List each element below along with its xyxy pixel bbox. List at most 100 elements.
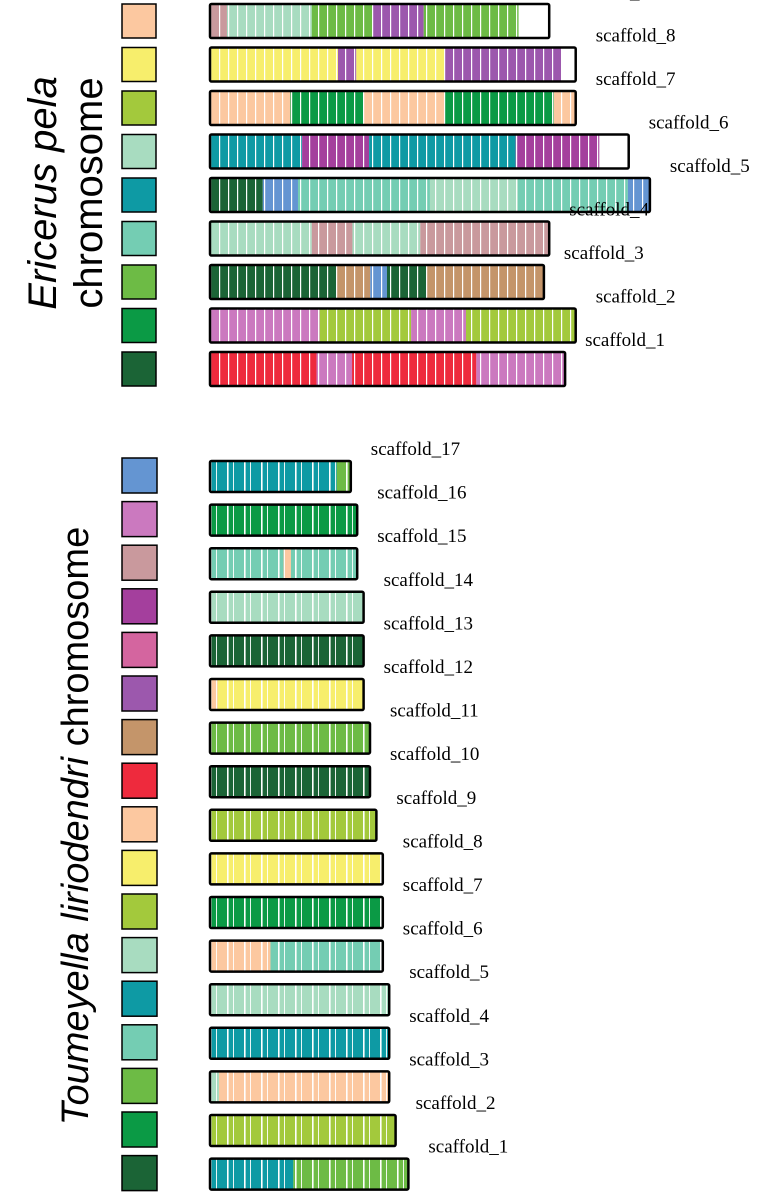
toumeyella-swatch-c15 [121, 544, 158, 581]
toumeyella-scaffold-9-bar [208, 808, 378, 843]
toumeyella-scaffold-12-outline [208, 677, 365, 712]
toumeyella-scaffold-12-label: scaffold_12 [384, 657, 473, 678]
ericerus-swatch-c2 [121, 307, 157, 344]
toumeyella-title-species: Toumeyella liriodendri [55, 755, 97, 1125]
toumeyella-scaffold-14-outline [208, 590, 365, 625]
ericerus-swatch-c5 [121, 177, 157, 213]
toumeyella-scaffold-5-bar [208, 982, 391, 1017]
toumeyella-swatch-c13 [121, 631, 158, 669]
toumeyella-scaffold-16-outline [208, 503, 359, 537]
toumeyella-scaffold-10-bar [208, 764, 372, 799]
ericerus-scaffold-7-bar [208, 89, 577, 127]
ericerus-scaffold-2-gaps [210, 308, 576, 343]
toumeyella-scaffold-15-label: scaffold_15 [377, 526, 466, 547]
ericerus-scaffold-4-bar [208, 220, 551, 257]
toumeyella-scaffold-16-gaps [210, 504, 358, 536]
toumeyella-color-legend [121, 457, 158, 1192]
toumeyella-scaffold-13-bar [208, 634, 365, 668]
ericerus-title-suffix: chromosome [67, 77, 111, 308]
ericerus-scaffold-3-label: scaffold_3 [564, 243, 644, 264]
toumeyella-scaffold-4-bar [208, 1026, 391, 1061]
toumeyella-scaffold-1-outline [208, 1157, 410, 1191]
toumeyella-scaffold-2-outline [208, 1113, 397, 1148]
toumeyella-scaffold-2-bar [208, 1113, 397, 1148]
ericerus-scaffold-1-outline [208, 350, 567, 388]
ericerus-scaffold-5-outline [208, 176, 652, 214]
ericerus-scaffold-8-bar [208, 46, 577, 83]
toumeyella-scaffold-4-gaps [210, 1027, 390, 1059]
toumeyella-swatch-c5 [121, 980, 158, 1017]
toumeyella-scaffold-14-gaps [210, 591, 364, 623]
ericerus-scaffold-2-label: scaffold_2 [596, 287, 676, 308]
toumeyella-scaffold-2-label: scaffold_2 [416, 1093, 496, 1114]
toumeyella-title: Toumeyella liriodendri chromosome [55, 527, 97, 1125]
ericerus-scaffold-8-gaps [210, 47, 576, 82]
toumeyella-scaffold-11-gaps [210, 722, 370, 754]
toumeyella-scaffold-14-label: scaffold_14 [384, 570, 474, 591]
toumeyella-swatch-c14 [121, 588, 158, 625]
ericerus-color-legend [121, 3, 157, 387]
toumeyella-scaffold-13-outline [208, 634, 365, 668]
toumeyella-scaffold-7-outline [208, 895, 385, 930]
toumeyella-swatch-c17 [121, 457, 158, 494]
toumeyella-scaffold-17-gaps [210, 461, 351, 492]
toumeyella-title-suffix: chromosome [55, 527, 97, 757]
ericerus-scaffold-9-bar [208, 2, 551, 40]
ericerus-scaffold-1-bar [208, 350, 567, 388]
ericerus-scaffold-3-gaps [210, 265, 544, 299]
ericerus-scaffold-3-bar [208, 263, 546, 301]
toumeyella-scaffold-1-gaps [210, 1158, 409, 1190]
ericerus-scaffold-6-bar [208, 133, 630, 170]
ericerus-scaffold-3-outline [208, 263, 546, 301]
toumeyella-scaffold-11-label: scaffold_11 [390, 701, 479, 722]
toumeyella-scaffold-9-outline [208, 808, 378, 843]
toumeyella-scaffold-11-bar [208, 721, 372, 755]
toumeyella-scaffold-4-outline [208, 1026, 391, 1061]
toumeyella-scaffold-3-bar [208, 1070, 391, 1104]
toumeyella-swatch-c9 [121, 806, 158, 843]
ericerus-swatch-c6 [121, 133, 157, 170]
toumeyella-scaffold-1-bar [208, 1157, 410, 1191]
toumeyella-scaffold-6-bar [208, 939, 385, 973]
toumeyella-scaffold-16-label: scaffold_16 [377, 483, 466, 504]
ericerus-scaffold-8-label: scaffold_8 [596, 26, 676, 47]
toumeyella-scaffold-17-outline [208, 459, 353, 494]
toumeyella-swatch-c2 [121, 1111, 158, 1148]
ericerus-scaffold-5-label: scaffold_5 [670, 156, 750, 177]
toumeyella-scaffold-5-label: scaffold_5 [409, 962, 489, 983]
toumeyella-swatch-c12 [121, 675, 158, 712]
ericerus-chromosomes: scaffold_9 scaffold_8 scaffold_7 scaffold_6… [208, 0, 750, 388]
toumeyella-scaffold-15-bar [208, 546, 359, 581]
toumeyella-scaffold-9-gaps [210, 809, 377, 841]
toumeyella-scaffold-6-label: scaffold_6 [403, 919, 483, 940]
toumeyella-scaffold-15-gaps [210, 548, 358, 580]
ericerus-scaffold-6-outline [208, 133, 630, 170]
toumeyella-swatch-c8 [121, 849, 158, 887]
toumeyella-swatch-c1 [121, 1154, 158, 1192]
toumeyella-scaffold-13-gaps [210, 635, 364, 667]
ericerus-swatch-c1 [121, 351, 157, 387]
ericerus-scaffold-9-label: scaffold_9 [569, 0, 649, 3]
ericerus-scaffold-5-gaps [210, 178, 650, 212]
toumeyella-swatch-c6 [121, 936, 158, 974]
toumeyella-scaffold-8-outline [208, 852, 385, 886]
ericerus-scaffold-7-label: scaffold_7 [596, 69, 676, 90]
toumeyella-swatch-c11 [121, 718, 158, 756]
toumeyella-scaffold-17-bar [208, 459, 353, 494]
ericerus-scaffold-2-bar [208, 307, 577, 344]
ericerus-title: Ericerus pela [21, 76, 65, 309]
ericerus-swatch-c7 [121, 90, 157, 126]
toumeyella-chromosomes: scaffold_17 scaffold_16 scaffold_15scaffol… [208, 439, 508, 1191]
toumeyella-scaffold-8-label: scaffold_8 [403, 831, 483, 852]
toumeyella-scaffold-3-outline [208, 1070, 391, 1104]
toumeyella-scaffold-13-label: scaffold_13 [384, 613, 473, 634]
ericerus-scaffold-7-outline [208, 89, 577, 127]
ericerus-scaffold-7-gaps [210, 91, 576, 125]
ericerus-swatch-c8 [121, 46, 157, 83]
toumeyella-scaffold-15-outline [208, 546, 359, 581]
toumeyella-scaffold-17-label: scaffold_17 [371, 439, 460, 460]
toumeyella-scaffold-7-bar [208, 895, 385, 930]
toumeyella-swatch-c3 [121, 1067, 158, 1105]
ericerus-scaffold-6-label: scaffold_6 [649, 113, 729, 134]
